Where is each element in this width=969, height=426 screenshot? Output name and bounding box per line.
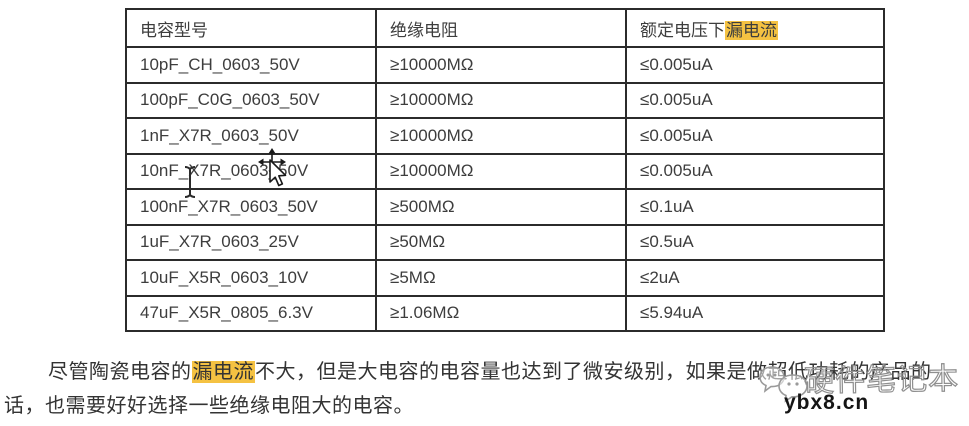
cell-model: 1uF_X7R_0603_25V bbox=[125, 223, 377, 261]
cell-model: 100pF_C0G_0603_50V bbox=[125, 81, 377, 119]
header-leakage-highlight: 漏电流 bbox=[725, 20, 778, 40]
table-row: 10nF_X7R_0603_50V ≥10000MΩ ≤0.005uA bbox=[125, 152, 885, 190]
cell-resistance: ≥50MΩ bbox=[375, 223, 627, 261]
cell-model: 47uF_X5R_0805_6.3V bbox=[125, 294, 377, 332]
cell-model: 10uF_X5R_0603_10V bbox=[125, 259, 377, 297]
cell-leakage: ≤0.005uA bbox=[625, 46, 885, 84]
table-row: 100pF_C0G_0603_50V ≥10000MΩ ≤0.005uA bbox=[125, 81, 885, 119]
paragraph-seg3: 话，也需要好好选择一些绝缘电阻大的电容。 bbox=[4, 395, 414, 417]
header-capacitor-model: 电容型号 bbox=[125, 8, 377, 48]
capacitor-leakage-table: 电容型号 绝缘电阻 额定电压下漏电流 10pF_CH_0603_50V ≥100… bbox=[125, 8, 885, 332]
table-row: 10uF_X5R_0603_10V ≥5MΩ ≤2uA bbox=[125, 259, 885, 297]
cell-leakage: ≤0.005uA bbox=[625, 81, 885, 119]
table-row: 47uF_X5R_0805_6.3V ≥1.06MΩ ≤5.94uA bbox=[125, 294, 885, 332]
header-leakage-current: 额定电压下漏电流 bbox=[625, 8, 885, 48]
paragraph-highlight-leakage: 漏电流 bbox=[191, 361, 255, 383]
cell-resistance: ≥10000MΩ bbox=[375, 117, 627, 155]
cell-model: 10nF_X7R_0603_50V bbox=[125, 152, 377, 190]
cell-leakage: ≤0.5uA bbox=[625, 223, 885, 261]
cell-resistance: ≥10000MΩ bbox=[375, 81, 627, 119]
header-leakage-prefix: 额定电压下 bbox=[640, 20, 725, 40]
commentary-paragraph: 尽管陶瓷电容的漏电流不大，但是大电容的电容量也达到了微安级别，如果是做超低功耗的… bbox=[4, 355, 962, 423]
cell-resistance: ≥10000MΩ bbox=[375, 46, 627, 84]
cell-leakage: ≤5.94uA bbox=[625, 294, 885, 332]
table-row: 1uF_X7R_0603_25V ≥50MΩ ≤0.5uA bbox=[125, 223, 885, 261]
cell-model: 1nF_X7R_0603_50V bbox=[125, 117, 377, 155]
table-header-row: 电容型号 绝缘电阻 额定电压下漏电流 bbox=[125, 8, 885, 48]
table-row: 1nF_X7R_0603_50V ≥10000MΩ ≤0.005uA bbox=[125, 117, 885, 155]
cell-resistance: ≥500MΩ bbox=[375, 188, 627, 226]
table-row: 100nF_X7R_0603_50V ≥500MΩ ≤0.1uA bbox=[125, 188, 885, 226]
cell-model: 100nF_X7R_0603_50V bbox=[125, 188, 377, 226]
text-ibeam-cursor-icon bbox=[182, 164, 198, 205]
cell-leakage: ≤2uA bbox=[625, 259, 885, 297]
cell-resistance: ≥1.06MΩ bbox=[375, 294, 627, 332]
paragraph-seg2: 不大，但是大电容的电容量也达到了微安级别，如果是做超低功耗的产品的 bbox=[255, 361, 932, 383]
paragraph-seg1: 尽管陶瓷电容的 bbox=[48, 361, 192, 383]
arrow-pointer-icon bbox=[266, 158, 288, 193]
header-insulation-resistance: 绝缘电阻 bbox=[375, 8, 627, 48]
cell-leakage: ≤0.005uA bbox=[625, 152, 885, 190]
cell-resistance: ≥10000MΩ bbox=[375, 152, 627, 190]
cell-leakage: ≤0.005uA bbox=[625, 117, 885, 155]
cell-resistance: ≥5MΩ bbox=[375, 259, 627, 297]
cell-leakage: ≤0.1uA bbox=[625, 188, 885, 226]
table-row: 10pF_CH_0603_50V ≥10000MΩ ≤0.005uA bbox=[125, 46, 885, 84]
cell-model: 10pF_CH_0603_50V bbox=[125, 46, 377, 84]
